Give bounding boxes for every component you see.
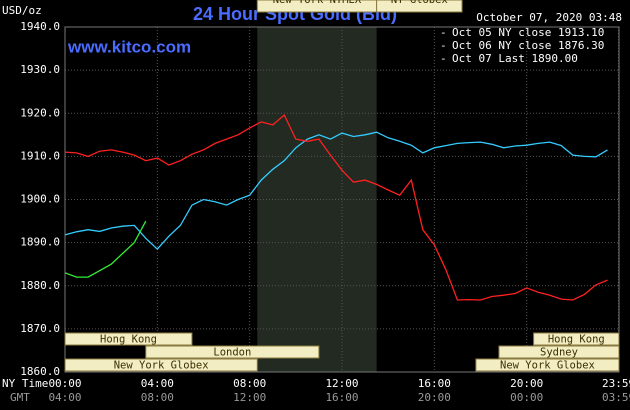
series-line (64, 131, 608, 251)
legend-marker: - (440, 26, 447, 39)
x2-tick-label: 04:00 (48, 391, 81, 404)
y-tick-label: 1910.0 (20, 149, 60, 162)
website: www.kitco.com (67, 37, 191, 56)
session-box (475, 358, 620, 372)
legend-label: Oct 07 Last 1890.00 (452, 52, 578, 65)
x-tick-label: 12:00 (325, 377, 358, 390)
x2-tick-label: 03:59 (602, 391, 630, 404)
series-line (64, 220, 147, 278)
x-tick-label: 04:00 (141, 377, 174, 390)
x-tick-label: 08:00 (233, 377, 266, 390)
x-tick-label: 20:00 (510, 377, 543, 390)
x2-tick-label: 08:00 (141, 391, 174, 404)
session-box (64, 358, 258, 372)
legend-marker: - (440, 39, 447, 52)
session-box (533, 332, 620, 346)
x2-tick-label: 12:00 (233, 391, 266, 404)
x-tick-label: 00:00 (48, 377, 81, 390)
session-label: Sydney (540, 347, 578, 359)
session-label: New York Globex (500, 360, 595, 372)
plot-frame (64, 26, 620, 373)
session-box (376, 0, 463, 13)
session-label: NY Globex (391, 0, 448, 6)
x2-axis-label: GMT (10, 391, 30, 404)
session-box (498, 345, 620, 359)
y-tick-label: 1940.0 (20, 20, 60, 33)
session-box (64, 332, 193, 346)
y-tick-label: 1920.0 (20, 106, 60, 119)
session-label: London (213, 347, 251, 359)
y-tick-label: 1860.0 (20, 365, 60, 378)
x-tick-label: 16:00 (418, 377, 451, 390)
session-label: Hong Kong (100, 334, 157, 346)
y-tick-label: 1900.0 (20, 193, 60, 206)
y-tick-label: 1880.0 (20, 279, 60, 292)
legend-label: Oct 06 NY close 1876.30 (452, 39, 604, 52)
session-label: New York Globex (114, 360, 209, 372)
timestamp: October 07, 2020 03:48 (476, 11, 622, 24)
y-axis-label: USD/oz (2, 4, 42, 17)
y-tick-label: 1890.0 (20, 236, 60, 249)
session-label: Hong Kong (548, 334, 605, 346)
y-tick-label: 1930.0 (20, 63, 60, 76)
x2-tick-label: 00:00 (510, 391, 543, 404)
session-box (145, 345, 320, 359)
x-axis-label: NY Time (2, 377, 48, 390)
x-tick-label: 23:59 (602, 377, 630, 390)
legend-marker: - (440, 52, 447, 65)
series-line (64, 113, 608, 301)
x2-tick-label: 20:00 (418, 391, 451, 404)
x2-tick-label: 16:00 (325, 391, 358, 404)
y-tick-label: 1870.0 (20, 322, 60, 335)
session-label: New York NYMEX (273, 0, 362, 6)
legend-label: Oct 05 NY close 1913.10 (452, 26, 604, 39)
